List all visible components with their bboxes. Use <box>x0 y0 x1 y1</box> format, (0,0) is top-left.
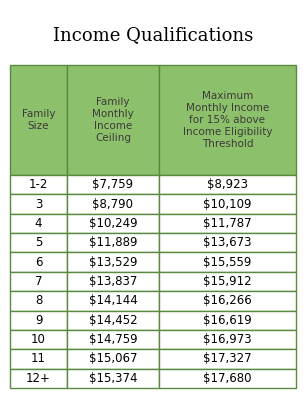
Bar <box>159 369 296 388</box>
Bar <box>67 194 159 214</box>
Text: Income Qualifications: Income Qualifications <box>53 26 253 44</box>
Text: 4: 4 <box>35 217 42 230</box>
Text: $11,787: $11,787 <box>203 217 252 230</box>
Text: $15,559: $15,559 <box>203 256 252 269</box>
Bar <box>159 194 296 214</box>
Bar <box>67 349 159 369</box>
Text: 10: 10 <box>31 333 46 346</box>
Bar <box>10 349 67 369</box>
Text: $15,912: $15,912 <box>203 275 252 288</box>
Bar <box>10 291 67 310</box>
Bar <box>67 233 159 253</box>
Bar <box>10 369 67 388</box>
Bar <box>67 330 159 349</box>
Bar <box>10 233 67 253</box>
Bar <box>67 253 159 272</box>
Bar <box>159 349 296 369</box>
Bar <box>159 65 296 175</box>
Bar <box>10 214 67 233</box>
Bar <box>67 272 159 291</box>
Bar <box>67 310 159 330</box>
Text: 12+: 12+ <box>26 372 51 385</box>
Text: $15,067: $15,067 <box>89 353 137 366</box>
Text: $16,619: $16,619 <box>203 314 252 327</box>
Bar <box>159 330 296 349</box>
Bar <box>159 175 296 194</box>
Text: 3: 3 <box>35 197 42 210</box>
Text: $10,109: $10,109 <box>203 197 252 210</box>
Text: 9: 9 <box>35 314 42 327</box>
Text: $11,889: $11,889 <box>89 236 137 249</box>
Text: 5: 5 <box>35 236 42 249</box>
Text: $15,374: $15,374 <box>89 372 137 385</box>
Bar <box>159 253 296 272</box>
Text: 11: 11 <box>31 353 46 366</box>
Bar <box>159 310 296 330</box>
Bar <box>10 253 67 272</box>
Text: $10,249: $10,249 <box>89 217 137 230</box>
Bar <box>67 214 159 233</box>
Bar <box>10 310 67 330</box>
Text: $14,144: $14,144 <box>88 294 137 307</box>
Text: $17,680: $17,680 <box>203 372 252 385</box>
Text: $7,759: $7,759 <box>92 178 133 191</box>
Text: Maximum
Monthly Income
for 15% above
Income Eligibility
Threshold: Maximum Monthly Income for 15% above Inc… <box>183 91 272 149</box>
Text: $14,759: $14,759 <box>89 333 137 346</box>
Bar <box>159 214 296 233</box>
Bar <box>159 233 296 253</box>
Text: $8,790: $8,790 <box>92 197 133 210</box>
Text: 8: 8 <box>35 294 42 307</box>
Bar <box>10 175 67 194</box>
Bar <box>10 272 67 291</box>
Text: $8,923: $8,923 <box>207 178 248 191</box>
Bar <box>10 194 67 214</box>
Text: $16,973: $16,973 <box>203 333 252 346</box>
Bar <box>10 330 67 349</box>
Bar <box>67 369 159 388</box>
Bar <box>67 291 159 310</box>
Text: 6: 6 <box>35 256 42 269</box>
Bar <box>67 65 159 175</box>
Text: $14,452: $14,452 <box>89 314 137 327</box>
Bar <box>159 272 296 291</box>
Text: $13,529: $13,529 <box>89 256 137 269</box>
Bar <box>159 291 296 310</box>
Text: Family
Monthly
Income
Ceiling: Family Monthly Income Ceiling <box>92 97 134 143</box>
Text: $17,327: $17,327 <box>203 353 252 366</box>
Text: 7: 7 <box>35 275 42 288</box>
Text: $16,266: $16,266 <box>203 294 252 307</box>
Text: Family
Size: Family Size <box>22 109 55 131</box>
Bar <box>10 65 67 175</box>
Text: $13,673: $13,673 <box>203 236 252 249</box>
Text: $13,837: $13,837 <box>89 275 137 288</box>
Bar <box>67 175 159 194</box>
Text: 1-2: 1-2 <box>29 178 48 191</box>
